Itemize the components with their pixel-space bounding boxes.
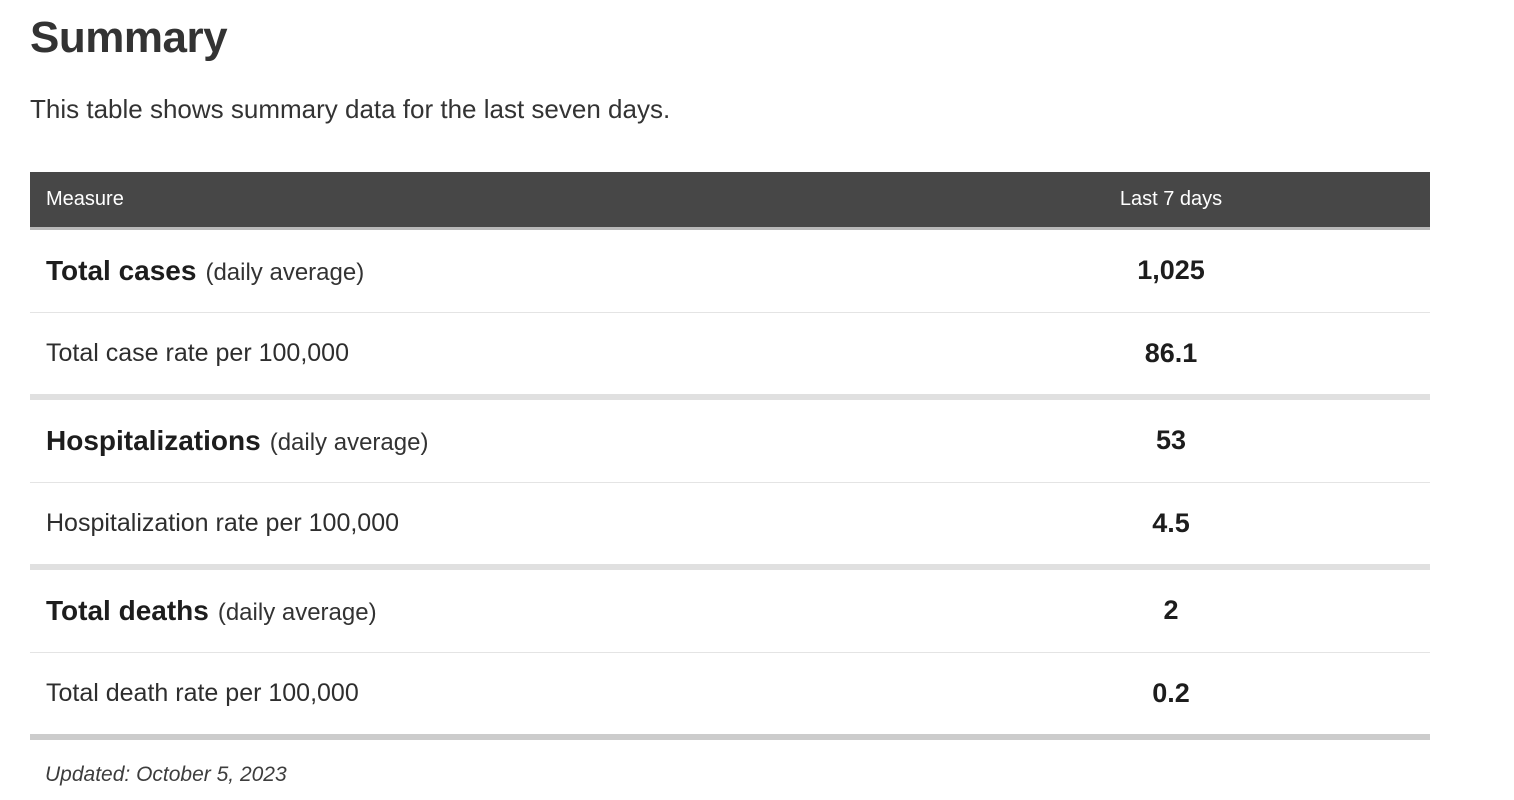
value-cell: 4.5 xyxy=(912,482,1430,570)
table-row: Total death rate per 100,000 0.2 xyxy=(30,652,1430,740)
table-row: Hospitalization rate per 100,000 4.5 xyxy=(30,482,1430,570)
table-row: Total deaths (daily average) 2 xyxy=(30,566,1430,653)
metric-name: Total deaths xyxy=(46,594,209,626)
metric-qualifier: (daily average) xyxy=(205,258,365,286)
value-cell: 53 xyxy=(912,396,1430,483)
summary-table: Measure Last 7 days Total cases (daily av… xyxy=(30,171,1430,740)
measure-cell: Total cases (daily average) xyxy=(30,228,912,313)
value-cell: 2 xyxy=(912,566,1430,653)
measure-cell: Hospitalizations (daily average) xyxy=(30,396,912,483)
table-row: Total cases (daily average) 1,025 xyxy=(30,228,1430,313)
page-subtitle: This table shows summary data for the la… xyxy=(30,94,671,125)
updated-timestamp: Updated: October 5, 2023 xyxy=(45,762,287,786)
metric-qualifier: (daily average) xyxy=(269,428,429,456)
column-header-measure: Measure xyxy=(30,171,912,230)
column-header-last-7-days: Last 7 days xyxy=(912,171,1430,230)
page-title: Summary xyxy=(30,13,228,62)
table-header-row: Measure Last 7 days xyxy=(30,171,1430,230)
value-cell: 86.1 xyxy=(912,312,1430,400)
measure-cell: Total case rate per 100,000 xyxy=(30,312,912,400)
metric-qualifier: (daily average) xyxy=(217,598,377,626)
table-row: Hospitalizations (daily average) 53 xyxy=(30,396,1430,483)
measure-cell: Hospitalization rate per 100,000 xyxy=(30,482,912,570)
table-row: Total case rate per 100,000 86.1 xyxy=(30,312,1430,400)
value-cell: 1,025 xyxy=(912,228,1430,313)
measure-cell: Total death rate per 100,000 xyxy=(30,652,912,740)
table-header: Measure Last 7 days xyxy=(30,171,1430,230)
measure-cell: Total deaths (daily average) xyxy=(30,566,912,653)
value-cell: 0.2 xyxy=(912,652,1430,740)
metric-name: Total cases xyxy=(46,254,197,286)
metric-name: Hospitalizations xyxy=(46,424,261,456)
